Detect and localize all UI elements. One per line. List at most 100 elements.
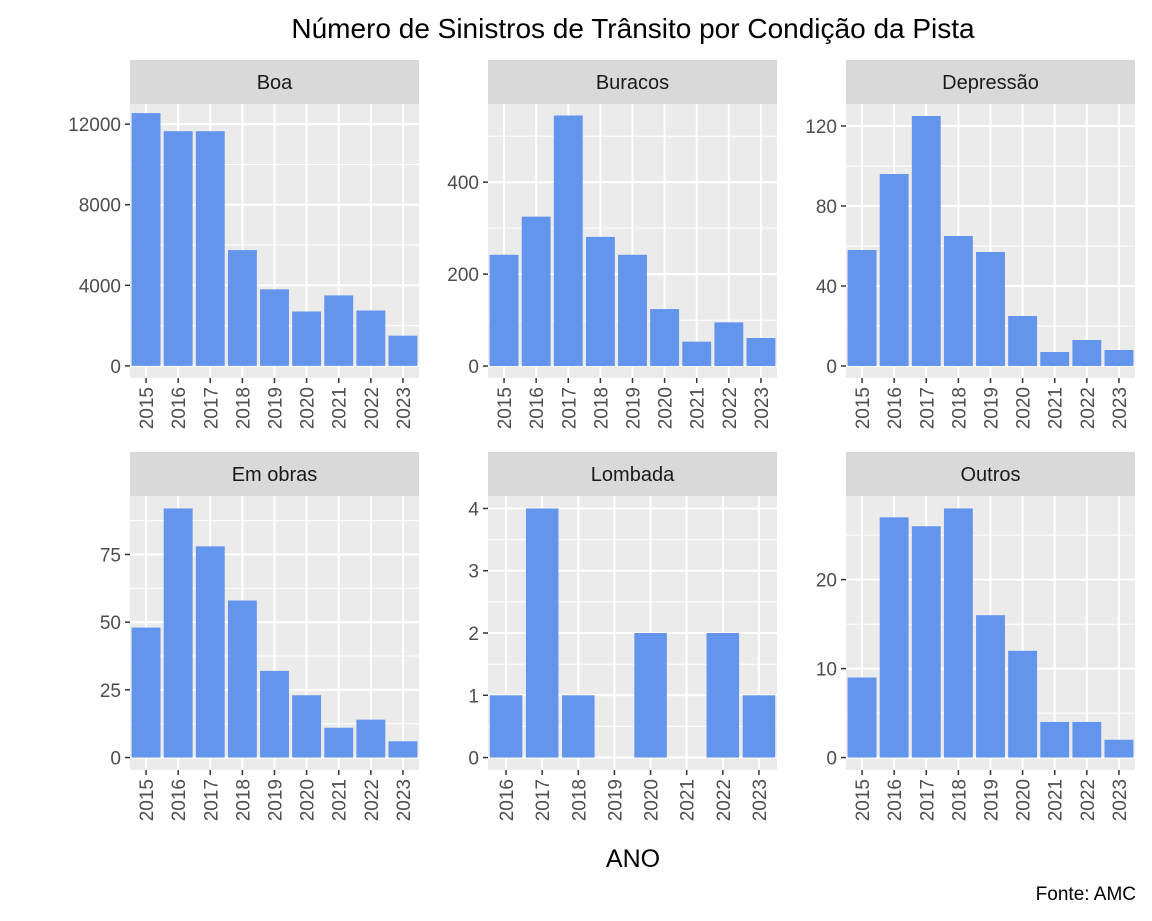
x-tick-label: 2018 — [233, 779, 254, 821]
y-tick-label: 0 — [110, 357, 121, 378]
x-tick-label: 2017 — [533, 779, 554, 821]
facet-strip-em-obras — [130, 452, 419, 496]
x-tick-label: 2019 — [982, 387, 1003, 429]
x-tick-label: 2022 — [362, 779, 383, 821]
bar-outros-2020 — [1008, 650, 1038, 758]
y-tick-label: 0 — [110, 749, 121, 770]
facet-em-obras: Em obras 0 25 50 75 2015 2016 2017 2018 2019 2020 2… — [100, 452, 419, 821]
bar-buracos-2019 — [618, 254, 647, 367]
bar-boa-2019 — [260, 289, 289, 366]
bar-em-obras-2020 — [292, 695, 322, 758]
x-tick-label: 2023 — [394, 779, 415, 821]
x-tick-label: 2021 — [1046, 387, 1067, 429]
x-tick-label: 2018 — [233, 387, 254, 429]
x-tick-label: 2023 — [394, 387, 415, 429]
y-tick-label: 12000 — [68, 115, 121, 136]
y-tick-label: 75 — [100, 545, 121, 566]
x-tick-label: 2017 — [559, 387, 580, 429]
facet-depressao: Depressão 0 40 80 120 2015 2016 2017 2018 2019 202… — [805, 60, 1135, 429]
bar-lombada-2023 — [742, 695, 776, 758]
bar-em-obras-2023 — [388, 741, 418, 758]
bar-outros-2016 — [879, 517, 909, 758]
x-tick-label: 2018 — [949, 387, 970, 429]
y-tick-label: 25 — [100, 681, 121, 702]
x-tick-label: 2016 — [527, 387, 548, 429]
bar-em-obras-2017 — [195, 546, 225, 758]
facet-strip-depressao — [846, 60, 1135, 104]
bar-outros-2017 — [911, 526, 941, 758]
bar-depressao-2023 — [1104, 350, 1134, 366]
y-tick-label: 4000 — [79, 276, 121, 297]
y-tick-label: 8000 — [79, 196, 121, 217]
facet-strip-buracos — [488, 60, 777, 104]
x-tick-label: 2022 — [1078, 779, 1099, 821]
bar-buracos-2020 — [650, 309, 680, 367]
y-tick-label: 120 — [805, 117, 837, 138]
x-tick-label: 2020 — [1014, 387, 1035, 429]
bar-boa-2018 — [227, 250, 257, 366]
facet-buracos: Buracos 0 200 400 2015 2016 2017 2018 2019 2020 20… — [447, 60, 777, 429]
bar-depressao-2016 — [879, 174, 909, 366]
bar-depressao-2020 — [1008, 316, 1038, 366]
x-tick-label: 2023 — [752, 387, 773, 429]
facet-label-em-obras: Em obras — [232, 464, 318, 486]
y-tick-label: 10 — [816, 660, 837, 681]
facet-strip-lombada — [488, 452, 777, 496]
x-tick-label: 2023 — [750, 779, 771, 821]
bar-outros-2015 — [847, 677, 877, 758]
y-tick-label: 0 — [826, 357, 837, 378]
y-tick-label: 0 — [468, 357, 479, 378]
x-tick-label: 2020 — [298, 779, 319, 821]
bar-depressao-2017 — [911, 116, 941, 366]
bar-buracos-2016 — [521, 216, 551, 367]
bar-outros-2022 — [1072, 721, 1102, 758]
bar-depressao-2019 — [976, 252, 1005, 366]
bar-lombada-2017 — [525, 508, 559, 758]
x-tick-label: 2021 — [678, 779, 699, 821]
x-tick-label: 2017 — [201, 387, 222, 429]
bar-buracos-2017 — [553, 115, 583, 367]
facet-boa: Boa 0 4000 8000 12000 2015 2016 2017 2018 2019 202… — [68, 60, 419, 429]
bar-em-obras-2022 — [356, 719, 386, 758]
y-tick-label: 20 — [816, 571, 837, 592]
y-tick-label: 1 — [468, 686, 479, 707]
x-tick-label: 2019 — [982, 779, 1003, 821]
y-tick-label: 4 — [468, 499, 479, 520]
bar-buracos-2023 — [746, 338, 776, 367]
y-tick-label: 0 — [826, 749, 837, 770]
bar-outros-2023 — [1104, 739, 1134, 758]
x-tick-label: 2018 — [591, 387, 612, 429]
x-tick-label: 2017 — [201, 779, 222, 821]
x-tick-label: 2022 — [720, 387, 741, 429]
bar-depressao-2022 — [1072, 340, 1102, 366]
x-tick-label: 2017 — [917, 779, 938, 821]
bar-lombada-2018 — [562, 695, 595, 758]
bar-boa-2017 — [195, 131, 225, 366]
x-tick-label: 2019 — [605, 779, 626, 821]
x-tick-label: 2019 — [266, 779, 287, 821]
x-tick-label: 2015 — [853, 387, 874, 429]
x-tick-label: 2018 — [949, 779, 970, 821]
bar-boa-2023 — [388, 335, 418, 366]
bar-depressao-2018 — [943, 236, 973, 366]
x-axis-title: ANO — [606, 845, 660, 873]
bar-lombada-2022 — [706, 633, 740, 758]
x-tick-label: 2017 — [917, 387, 938, 429]
x-tick-label: 2015 — [137, 779, 158, 821]
bar-lombada-2016 — [489, 695, 523, 758]
chart-caption: Fonte: AMC — [1036, 884, 1136, 905]
y-tick-label: 2 — [468, 624, 479, 645]
bar-depressao-2021 — [1040, 352, 1070, 366]
x-tick-label: 2016 — [885, 387, 906, 429]
bar-outros-2021 — [1040, 721, 1070, 758]
x-tick-label: 2021 — [1046, 779, 1067, 821]
x-tick-label: 2016 — [169, 779, 190, 821]
x-tick-label: 2015 — [137, 387, 158, 429]
facet-strip-boa — [130, 60, 419, 104]
bar-buracos-2015 — [489, 254, 519, 367]
bar-boa-2022 — [356, 310, 386, 366]
x-tick-label: 2021 — [330, 779, 351, 821]
x-tick-label: 2016 — [497, 779, 518, 821]
bar-em-obras-2019 — [260, 670, 289, 758]
